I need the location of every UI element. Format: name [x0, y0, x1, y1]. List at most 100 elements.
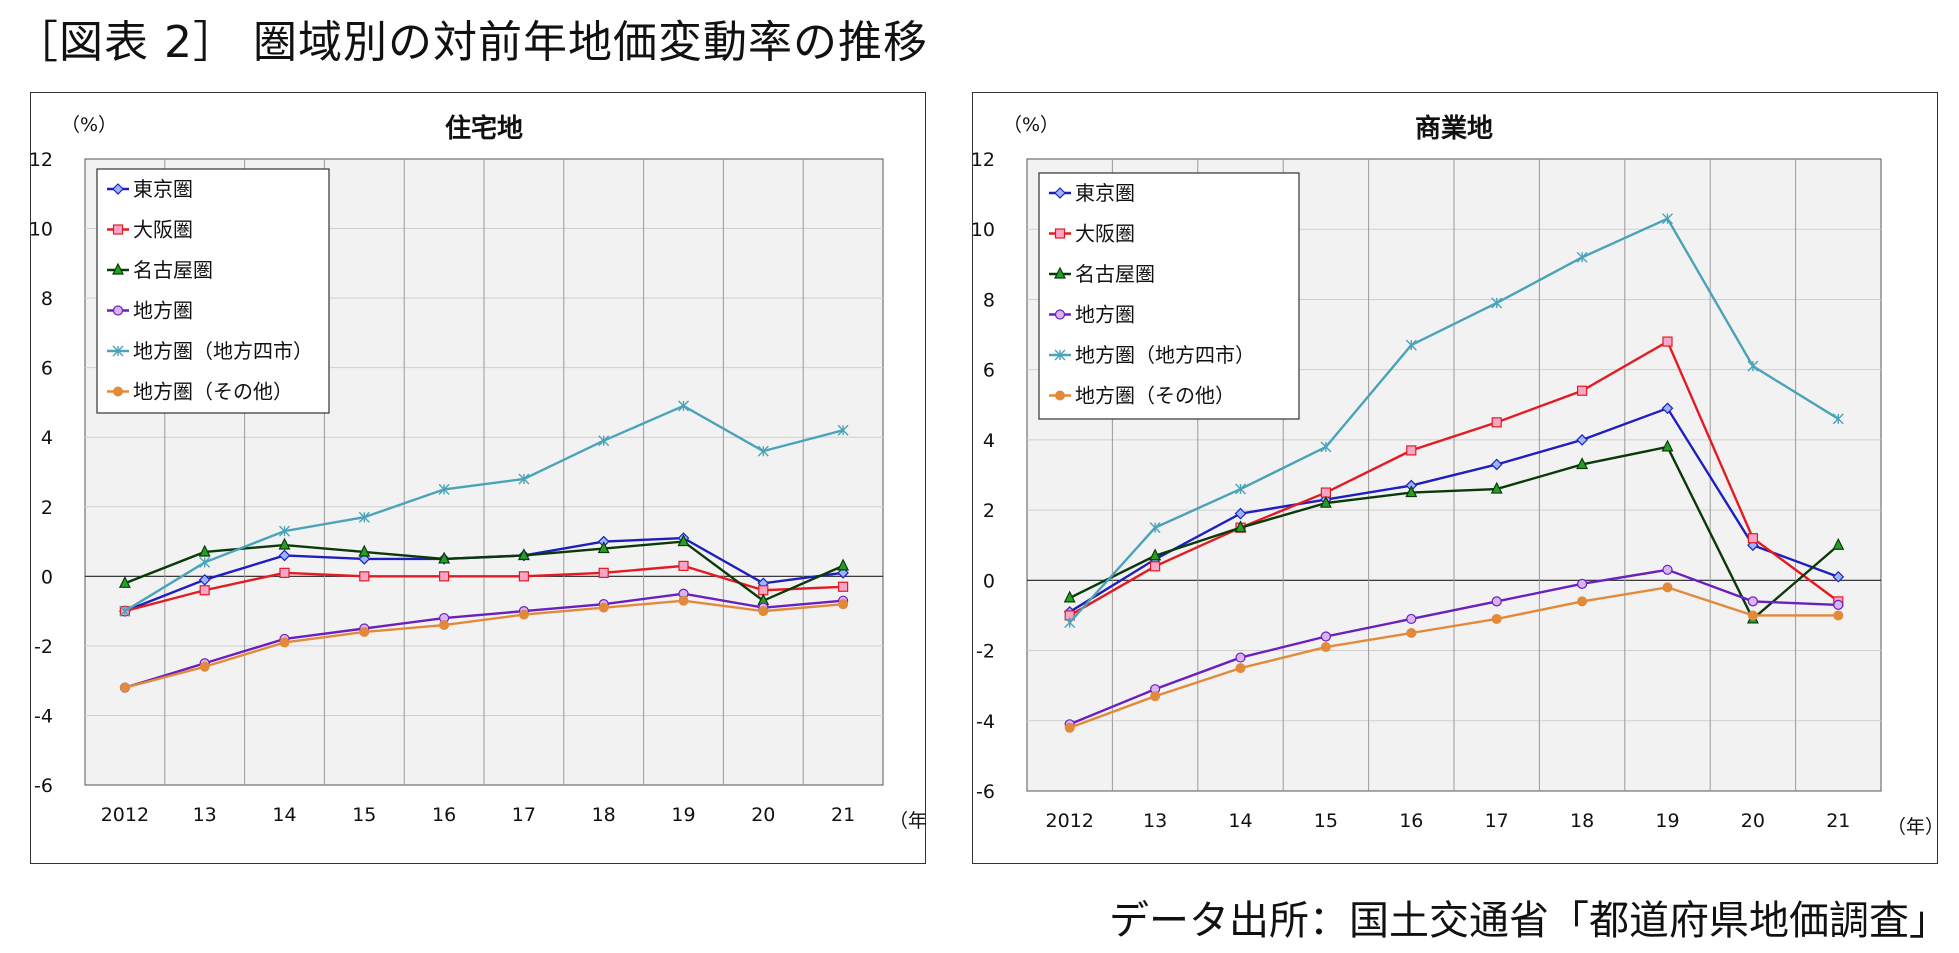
- data-point-chiho4: [757, 445, 769, 457]
- data-point-chiho: [1491, 596, 1502, 607]
- data-point-chiho4: [1149, 522, 1161, 534]
- data-point-tokyo: [198, 573, 211, 586]
- data-point-nagoya: [118, 575, 131, 588]
- legend-entry: 名古屋圏: [133, 258, 213, 282]
- y-tick-label: 8: [983, 289, 995, 311]
- data-point-osaka: [1406, 445, 1417, 456]
- data-point-osaka: [598, 567, 609, 578]
- y-tick-label: 2: [41, 497, 53, 519]
- data-point-chiho_other: [678, 595, 689, 606]
- y-tick-label: -4: [976, 711, 995, 733]
- series-chiho4: [119, 400, 849, 617]
- x-tick-label: 16: [432, 804, 456, 826]
- data-point-chiho4: [438, 483, 450, 495]
- x-tick-label: 14: [272, 804, 296, 826]
- y-tick-label: 12: [31, 149, 53, 171]
- series-chiho: [1064, 564, 1844, 730]
- legend-entry: 東京圏: [133, 177, 193, 201]
- legend-swatch-marker: [112, 345, 124, 357]
- data-point-chiho4: [1491, 297, 1503, 309]
- legend-entry: 地方圏: [1075, 303, 1135, 327]
- data-point-chiho_other: [518, 609, 529, 620]
- y-tick-label: 10: [973, 219, 995, 241]
- data-point-tokyo: [1661, 402, 1674, 415]
- series-osaka: [119, 560, 849, 617]
- legend-swatch-marker: [112, 305, 124, 316]
- x-tick-label: 20: [751, 804, 775, 826]
- data-point-nagoya: [1576, 457, 1589, 470]
- x-tick-label: 16: [1399, 810, 1423, 832]
- y-tick-label: 6: [41, 358, 53, 380]
- data-point-nagoya: [1661, 439, 1674, 452]
- x-tick-label: 21: [1826, 810, 1850, 832]
- y-tick-label: -6: [976, 781, 995, 803]
- data-point-chiho_other: [1406, 628, 1417, 638]
- data-point-chiho_other: [439, 620, 450, 631]
- series-line-chiho_other: [1069, 586, 1839, 729]
- x-tick-label: 18: [1570, 810, 1594, 832]
- data-point-chiho_other: [279, 637, 290, 648]
- y-unit-label: （%）: [61, 114, 117, 136]
- data-point-chiho4: [837, 424, 849, 436]
- data-point-chiho_other: [598, 602, 609, 613]
- data-point-chiho4: [1662, 213, 1673, 225]
- data-point-chiho: [1320, 631, 1331, 642]
- x-tick-label: 2012: [1046, 810, 1094, 832]
- data-point-chiho_other: [1064, 722, 1075, 733]
- data-point-nagoya: [517, 548, 530, 561]
- x-tick-label: 14: [1228, 810, 1252, 832]
- data-point-osaka: [1320, 487, 1331, 498]
- data-point-osaka: [837, 581, 849, 592]
- legend-box: [1038, 172, 1300, 420]
- data-point-chiho4: [1747, 360, 1759, 372]
- data-point-chiho_other: [359, 626, 370, 637]
- legend-entry: 地方圏（その他）: [133, 380, 293, 404]
- data-point-chiho_other: [1833, 610, 1844, 621]
- data-point-chiho4: [199, 556, 211, 568]
- x-tick-label: 13: [1143, 810, 1167, 832]
- data-point-nagoya: [837, 558, 850, 571]
- x-tick-label: 15: [1314, 810, 1338, 832]
- data-point-chiho: [1406, 613, 1417, 625]
- x-tick-label: 19: [671, 804, 695, 826]
- legend-entry: 大阪圏: [133, 218, 193, 242]
- y-tick-label: 0: [983, 570, 995, 592]
- data-point-nagoya: [358, 544, 371, 557]
- data-point-osaka: [439, 571, 450, 582]
- legend-entry: 東京圏: [1075, 181, 1135, 205]
- data-point-chiho_other: [1320, 642, 1331, 653]
- chart-commercial: -6 -4 -2 0 2 4 6 8 10 12 2012 13 14 15 16 17 18 19 20 21 （%）…: [972, 92, 1939, 864]
- series-line-chiho4: [124, 404, 844, 613]
- legend-swatch-marker: [1054, 309, 1066, 320]
- data-point-chiho: [1833, 599, 1844, 611]
- y-tick-label: -6: [34, 775, 53, 797]
- data-point-nagoya: [198, 544, 211, 557]
- series-line-chiho_other: [124, 599, 844, 689]
- x-unit-label: （年）: [1887, 816, 1939, 838]
- x-tick-label: 15: [352, 804, 376, 826]
- data-point-chiho_other: [838, 599, 849, 610]
- data-point-chiho4: [358, 511, 370, 523]
- chart-residential: -6 -4 -2 0 2 4 6 8 10 12 2012 13 14 15 16 17 18 19 20 21 （%）…: [30, 92, 927, 864]
- legend-swatch-marker: [113, 386, 123, 397]
- y-tick-label: -2: [976, 641, 995, 663]
- data-point-chiho: [1662, 564, 1673, 575]
- data-point-chiho4: [1576, 251, 1588, 263]
- data-point-chiho_other: [1491, 613, 1502, 624]
- data-point-nagoya: [677, 534, 690, 547]
- x-tick-label: 19: [1655, 810, 1679, 832]
- data-point-osaka: [1150, 561, 1161, 572]
- series-line-nagoya: [1069, 445, 1840, 621]
- x-tick-label: 13: [193, 804, 217, 826]
- data-point-nagoya: [278, 537, 291, 550]
- series-line-chiho4: [1068, 217, 1839, 624]
- data-point-chiho_other: [758, 606, 769, 617]
- series-line-osaka: [124, 564, 844, 613]
- series-line-chiho: [1069, 568, 1839, 726]
- data-point-nagoya: [1149, 548, 1162, 561]
- data-point-chiho4: [279, 525, 290, 537]
- data-point-chiho4: [1235, 483, 1246, 495]
- data-point-chiho4: [1064, 616, 1076, 628]
- data-point-osaka: [279, 567, 290, 578]
